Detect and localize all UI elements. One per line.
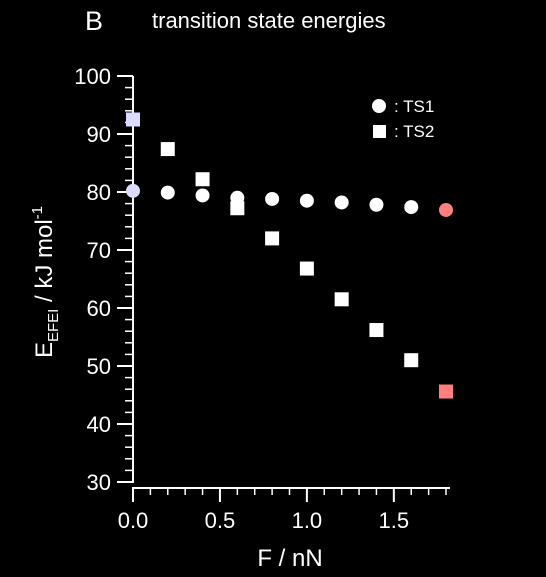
point-ts1 xyxy=(369,197,384,212)
legend-label-ts2: : TS2 xyxy=(394,122,434,141)
y-axis-title: EEFEI / kJ mol-1 xyxy=(29,206,62,358)
chart-title: transition state energies xyxy=(152,8,386,33)
x-tick-label: 1.0 xyxy=(292,508,323,533)
legend: : TS1 : TS2 xyxy=(372,97,434,141)
x-tick-label: 0.0 xyxy=(118,508,149,533)
point-ts2 xyxy=(265,231,280,246)
svg-text:EEFEI / kJ mol-1: EEFEI / kJ mol-1 xyxy=(29,206,62,358)
legend-marker-ts2 xyxy=(373,125,386,138)
y-axis-title-subscript: EFEI xyxy=(45,309,62,342)
point-ts2 xyxy=(230,201,245,216)
x-tick-label: 1.5 xyxy=(379,508,410,533)
data-marks xyxy=(126,112,453,399)
point-ts1 xyxy=(160,185,175,200)
point-ts2 xyxy=(126,112,140,127)
y-tick-label: 50 xyxy=(87,354,111,379)
point-ts1 xyxy=(299,193,314,208)
panel-label: B xyxy=(85,6,103,36)
point-ts2 xyxy=(299,261,314,276)
point-ts2 xyxy=(160,142,175,157)
y-tick-label: 70 xyxy=(87,238,111,263)
y-tick-label: 90 xyxy=(87,122,111,147)
x-axis-title: F / nN xyxy=(257,545,322,572)
point-ts1 xyxy=(439,202,453,217)
point-ts1 xyxy=(334,195,349,210)
legend-marker-ts1 xyxy=(372,99,386,113)
y-tick-label: 100 xyxy=(74,64,111,89)
ticks: 30 40 50 60 70 80 90 100 0.0 0.5 1.0 1.5 xyxy=(74,64,447,533)
y-axis-title-main: E xyxy=(31,342,58,358)
y-axis-title-superscript: -1 xyxy=(29,206,46,219)
point-ts2 xyxy=(369,323,384,338)
point-ts2 xyxy=(404,353,419,368)
legend-label-ts1: : TS1 xyxy=(394,97,434,116)
y-tick-label: 30 xyxy=(87,470,111,495)
y-tick-label: 40 xyxy=(87,412,111,437)
point-ts2 xyxy=(195,172,210,187)
y-axis-title-unit: / kJ mol xyxy=(31,219,58,308)
point-ts1 xyxy=(195,188,210,203)
y-tick-label: 60 xyxy=(87,296,111,321)
point-ts2 xyxy=(334,292,349,307)
point-ts1 xyxy=(126,183,140,198)
x-tick-label: 0.5 xyxy=(205,508,236,533)
point-ts2 xyxy=(439,384,453,399)
point-ts1 xyxy=(265,191,280,206)
y-tick-label: 80 xyxy=(87,180,111,205)
point-ts1 xyxy=(404,200,419,215)
